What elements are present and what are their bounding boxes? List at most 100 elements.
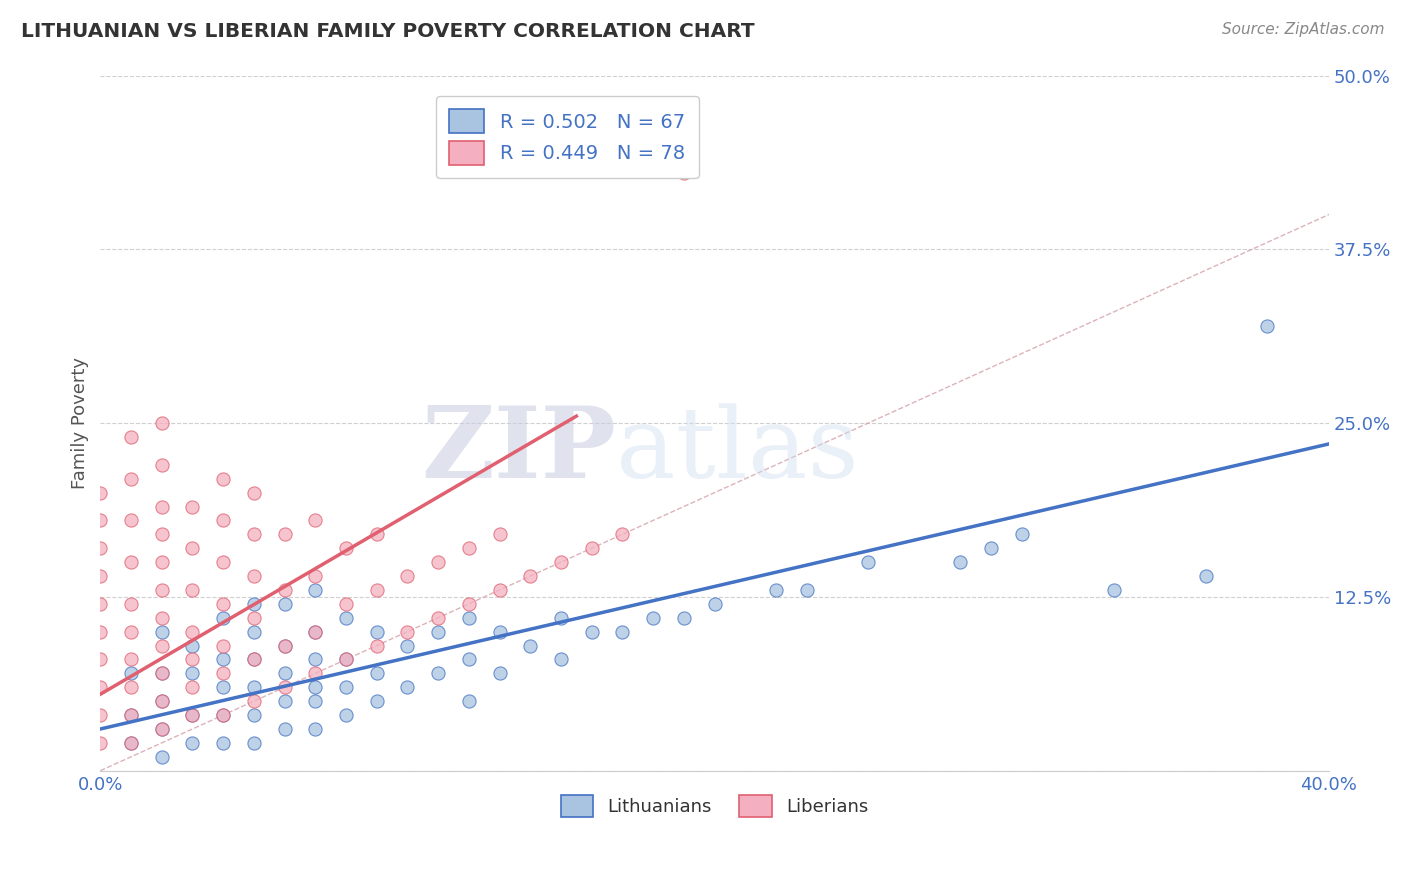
Point [427,624,450,639]
Point [765,582,787,597]
Point [89,485,111,500]
Point [243,611,266,625]
Point [212,736,235,750]
Point [519,569,541,583]
Point [273,582,295,597]
Point [335,708,357,723]
Point [396,639,419,653]
Point [273,694,295,708]
Point [150,458,173,472]
Point [366,582,388,597]
Point [304,624,326,639]
Point [120,513,142,527]
Point [335,611,357,625]
Point [120,736,142,750]
Point [181,666,204,681]
Legend: Lithuanians, Liberians: Lithuanians, Liberians [554,788,876,824]
Point [150,694,173,708]
Point [212,597,235,611]
Point [273,666,295,681]
Point [643,611,665,625]
Point [150,500,173,514]
Y-axis label: Family Poverty: Family Poverty [72,357,89,489]
Point [304,722,326,736]
Point [243,569,266,583]
Point [120,597,142,611]
Point [150,666,173,681]
Point [212,611,235,625]
Point [243,680,266,694]
Point [212,472,235,486]
Point [796,582,818,597]
Point [243,694,266,708]
Point [581,624,603,639]
Point [181,708,204,723]
Point [150,527,173,541]
Point [672,611,695,625]
Text: atlas: atlas [616,403,859,499]
Point [488,527,510,541]
Point [120,708,142,723]
Point [550,652,572,666]
Point [243,527,266,541]
Point [1256,318,1278,333]
Point [89,708,111,723]
Point [150,749,173,764]
Point [243,652,266,666]
Point [212,680,235,694]
Point [366,624,388,639]
Point [120,430,142,444]
Point [243,736,266,750]
Point [150,666,173,681]
Text: LITHUANIAN VS LIBERIAN FAMILY POVERTY CORRELATION CHART: LITHUANIAN VS LIBERIAN FAMILY POVERTY CO… [21,22,755,41]
Point [150,624,173,639]
Point [304,624,326,639]
Point [273,527,295,541]
Point [488,582,510,597]
Point [243,624,266,639]
Point [304,680,326,694]
Point [89,652,111,666]
Point [304,694,326,708]
Point [181,708,204,723]
Point [89,736,111,750]
Point [243,708,266,723]
Point [150,416,173,430]
Point [1102,582,1125,597]
Point [150,722,173,736]
Point [304,666,326,681]
Point [366,694,388,708]
Point [366,666,388,681]
Point [396,680,419,694]
Point [212,652,235,666]
Point [181,736,204,750]
Point [335,597,357,611]
Point [120,555,142,569]
Point [273,639,295,653]
Point [89,541,111,556]
Point [519,639,541,653]
Point [89,597,111,611]
Point [949,555,972,569]
Point [212,513,235,527]
Point [427,555,450,569]
Point [304,513,326,527]
Point [181,582,204,597]
Point [89,680,111,694]
Point [150,694,173,708]
Point [335,652,357,666]
Point [243,485,266,500]
Point [150,611,173,625]
Point [304,569,326,583]
Point [243,652,266,666]
Point [243,597,266,611]
Point [457,597,479,611]
Point [150,722,173,736]
Point [212,639,235,653]
Point [181,500,204,514]
Point [181,541,204,556]
Point [612,624,634,639]
Point [212,708,235,723]
Point [181,652,204,666]
Text: ZIP: ZIP [422,402,616,500]
